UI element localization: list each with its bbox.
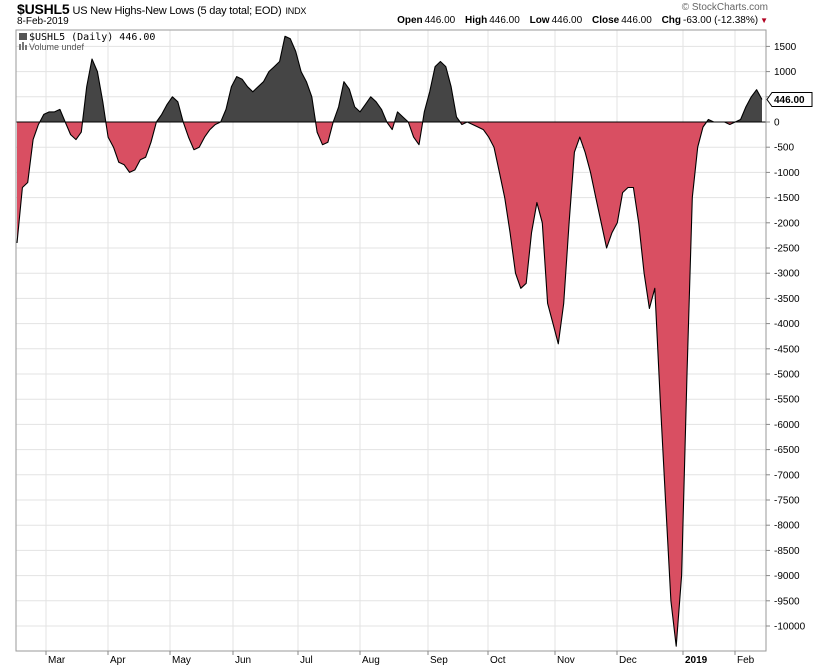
high-label: High [465, 15, 488, 26]
y-tick-label: 1500 [774, 42, 797, 53]
chart-header: $USHL5 US New Highs-New Lows (5 day total… [0, 0, 820, 30]
positive-area [333, 81, 387, 122]
description-label: US New Highs-New Lows (5 day total; EOD) [72, 5, 282, 17]
last-value-text: 446.00 [774, 95, 805, 106]
x-tick-label: Mar [48, 655, 66, 666]
x-tick-label: May [172, 655, 191, 666]
chg-down-icon: ▼ [760, 16, 768, 25]
y-tick-label: -7000 [774, 470, 800, 481]
negative-area-fills [17, 122, 736, 647]
x-tick-label: 2019 [685, 655, 708, 666]
plot-frame [15, 29, 767, 652]
open-value: 446.00 [424, 15, 456, 26]
x-tick-label: Nov [557, 655, 575, 666]
low-value: 446.00 [551, 15, 583, 26]
positive-area [156, 96, 184, 122]
volume-bar-icon [25, 45, 27, 50]
chg-value: -63.00 (-12.38%) [683, 15, 759, 26]
y-tick-label: -9500 [774, 596, 800, 607]
credit-label: © StockCharts.com [681, 2, 768, 13]
x-tick-label: Aug [362, 655, 380, 666]
positive-area [39, 109, 66, 122]
series-line [16, 35, 763, 647]
x-axis: Mar Apr May Jun Jul Aug Sep Oct Nov Dec 2019 Feb [45, 651, 755, 666]
y-tick-label: -1000 [774, 168, 800, 179]
low-label: Low [529, 15, 550, 26]
x-tick-label: Sep [430, 655, 448, 666]
negative-area [408, 122, 423, 145]
y-tick-label: -9000 [774, 571, 800, 582]
positive-area-fills [39, 36, 762, 122]
y-tick-label: -3500 [774, 294, 800, 305]
x-tick-label: Jun [235, 655, 251, 666]
y-tick-label: -6500 [774, 445, 800, 456]
y-tick-label: -10000 [774, 622, 806, 633]
volume-bar-icon [22, 42, 24, 50]
legend-swatch [19, 33, 27, 40]
y-tick-label: -2500 [774, 244, 800, 255]
y-tick-label: -6000 [774, 420, 800, 431]
open-label: Open [397, 15, 423, 26]
date-label: 8-Feb-2019 [17, 16, 69, 27]
last-value-tag: 446.00 [766, 92, 813, 108]
chart-title: $USHL5 US New Highs-New Lows (5 day total… [17, 1, 306, 17]
y-tick-label: -2000 [774, 218, 800, 229]
y-tick-label: 0 [774, 118, 780, 129]
negative-area [183, 122, 221, 150]
ohlc-readout: Open 446.00 High 446.00 Low 446.00 Close 446… [397, 15, 768, 26]
y-tick-label: -500 [774, 143, 794, 154]
y-tick-label: -8500 [774, 546, 800, 557]
exchange-label: INDX [285, 6, 307, 16]
positive-area [220, 36, 316, 122]
close-label: Close [591, 15, 620, 26]
high-value: 446.00 [489, 15, 520, 26]
y-tick-label: -8000 [774, 521, 800, 532]
symbol-label: $USHL5 [17, 1, 70, 17]
negative-area [460, 122, 707, 647]
positive-area [82, 59, 106, 122]
x-tick-label: Apr [110, 655, 126, 666]
x-tick-label: Jul [300, 655, 313, 666]
y-tick-label: -4500 [774, 344, 800, 355]
positive-area [422, 61, 461, 122]
chg-label: Chg [661, 15, 682, 26]
volume-bar-icon [19, 44, 21, 50]
negative-area [315, 122, 334, 145]
y-tick-label: -7500 [774, 496, 800, 507]
legend-series-label: $USHL5 (Daily) 446.00 [29, 32, 155, 43]
series-line-group [16, 35, 766, 647]
y-tick-label: -1500 [774, 193, 800, 204]
y-tick-label: -4000 [774, 319, 800, 330]
y-tick-label: -5000 [774, 370, 800, 381]
negative-area [17, 122, 40, 243]
x-tick-label: Oct [490, 655, 506, 666]
legend: $USHL5 (Daily) 446.00 Volume undef [19, 32, 155, 52]
close-value: 446.00 [621, 15, 652, 26]
positive-area [706, 119, 725, 122]
negative-area [65, 122, 83, 140]
x-tick-label: Dec [619, 655, 637, 666]
legend-volume-label: Volume undef [29, 42, 85, 52]
y-axis: 150010005000-500-1000-1500-2000-2500-300… [766, 42, 806, 633]
last-value-box [766, 92, 813, 108]
x-tick-label: Feb [737, 655, 755, 666]
y-tick-label: -3000 [774, 269, 800, 280]
positive-area [735, 89, 762, 122]
y-tick-label: 1000 [774, 67, 797, 78]
y-tick-label: -5500 [774, 395, 800, 406]
